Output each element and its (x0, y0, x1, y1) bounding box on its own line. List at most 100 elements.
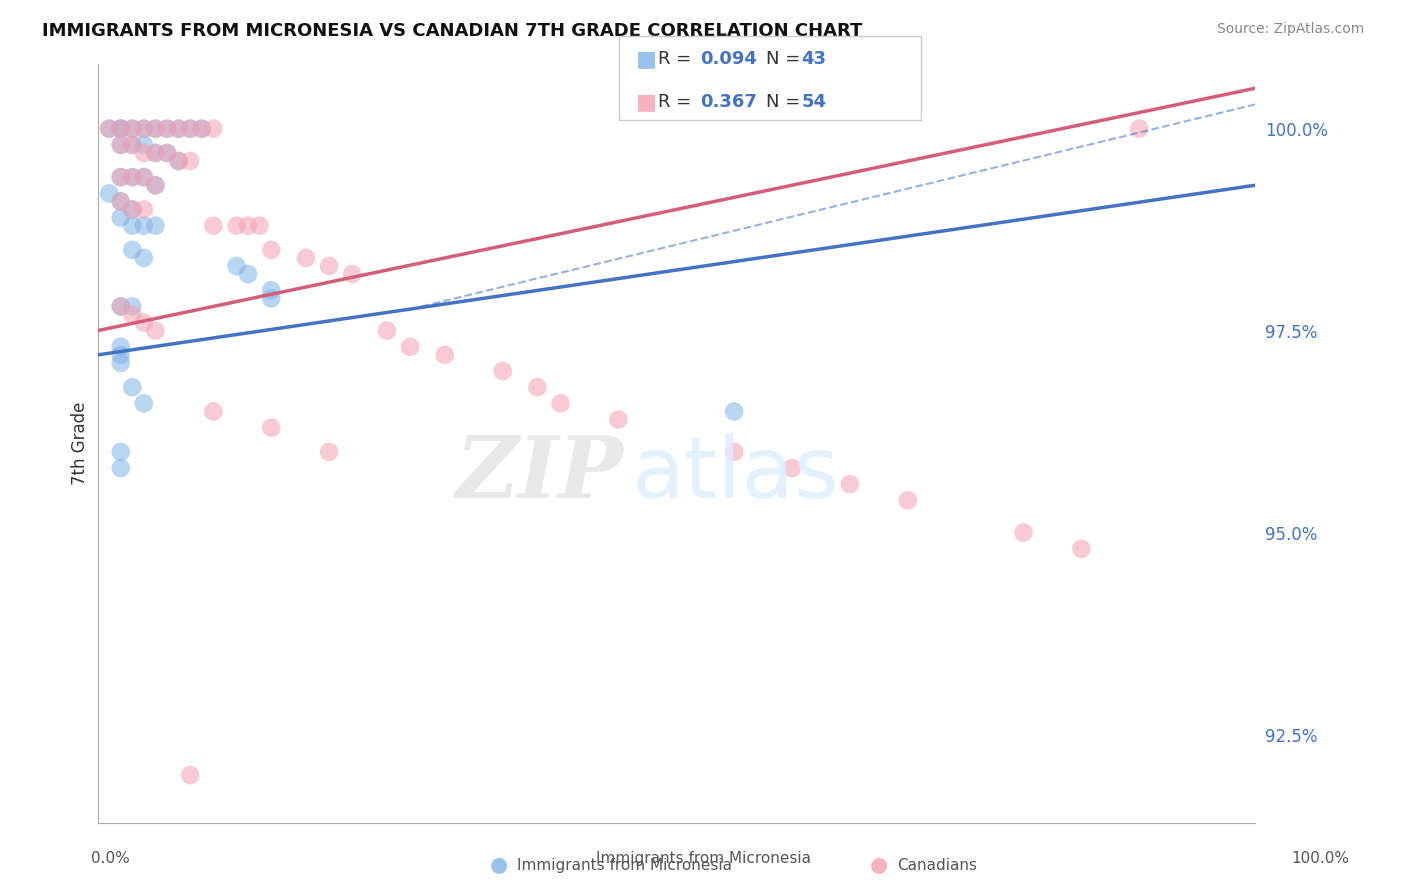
Point (1128, 121, 1150, 136)
Point (167, 154, 190, 169)
Point (723, 445, 745, 459)
Point (145, 178, 167, 193)
Point (780, 461, 803, 475)
Text: 0.0%: 0.0% (91, 852, 131, 866)
Point (1012, 525, 1035, 540)
Point (145, 324, 167, 338)
Point (342, 267, 364, 281)
Point (110, 170, 132, 185)
Point (110, 211, 132, 225)
Point (121, 202, 143, 217)
Point (110, 137, 132, 152)
Point (98, 121, 121, 136)
Point (318, 259, 340, 273)
Point (156, 145, 179, 160)
Text: Immigrants from Micronesia: Immigrants from Micronesia (517, 858, 733, 872)
Point (179, 154, 201, 169)
Point (132, 170, 155, 185)
Point (110, 348, 132, 362)
Text: ZIP: ZIP (457, 433, 624, 516)
Point (295, 251, 318, 265)
Point (167, 121, 190, 136)
Point (121, 121, 143, 136)
Text: 43: 43 (801, 51, 827, 69)
Point (110, 121, 132, 136)
Point (110, 356, 132, 370)
Point (236, 267, 259, 281)
Text: R =: R = (658, 51, 697, 69)
Point (110, 121, 132, 136)
Point (260, 243, 283, 257)
Point (179, 768, 201, 782)
Point (145, 145, 167, 160)
Text: N =: N = (766, 93, 806, 111)
Text: 0.094: 0.094 (700, 51, 756, 69)
Point (167, 121, 190, 136)
Point (897, 493, 920, 508)
Point (121, 121, 143, 136)
Point (526, 380, 548, 394)
Point (121, 137, 143, 152)
Point (132, 396, 155, 410)
Point (132, 202, 155, 217)
Point (260, 291, 283, 305)
Point (318, 445, 340, 459)
Point (132, 316, 155, 330)
Point (121, 243, 143, 257)
Point (260, 283, 283, 297)
Point (145, 121, 167, 136)
Point (607, 412, 630, 426)
Point (121, 380, 143, 394)
Point (110, 340, 132, 354)
Point (121, 170, 143, 185)
Point (190, 121, 212, 136)
Point (132, 137, 155, 152)
Text: IMMIGRANTS FROM MICRONESIA VS CANADIAN 7TH GRADE CORRELATION CHART: IMMIGRANTS FROM MICRONESIA VS CANADIAN 7… (42, 22, 862, 40)
Point (723, 404, 745, 418)
Text: Source: ZipAtlas.com: Source: ZipAtlas.com (1216, 22, 1364, 37)
Point (132, 121, 155, 136)
Point (121, 300, 143, 314)
Point (110, 445, 132, 459)
Point (145, 219, 167, 233)
Point (98, 186, 121, 201)
Point (145, 121, 167, 136)
Point (225, 259, 247, 273)
Text: ●: ● (491, 855, 508, 875)
Point (167, 154, 190, 169)
Point (145, 145, 167, 160)
Point (121, 202, 143, 217)
Text: ■: ■ (636, 49, 657, 70)
Point (98, 121, 121, 136)
Point (110, 121, 132, 136)
Point (179, 121, 201, 136)
Text: N =: N = (766, 51, 806, 69)
Point (202, 219, 225, 233)
Point (110, 170, 132, 185)
Point (110, 300, 132, 314)
Point (236, 219, 259, 233)
Point (260, 420, 283, 434)
Point (132, 121, 155, 136)
Point (110, 300, 132, 314)
Point (433, 348, 456, 362)
Text: 54: 54 (801, 93, 827, 111)
Point (202, 121, 225, 136)
Text: Immigrants from Micronesia: Immigrants from Micronesia (596, 852, 810, 866)
Text: Canadians: Canadians (897, 858, 977, 872)
Point (110, 461, 132, 475)
Text: R =: R = (658, 93, 697, 111)
Point (121, 170, 143, 185)
Point (132, 145, 155, 160)
Point (156, 121, 179, 136)
Point (179, 121, 201, 136)
Text: 0.367: 0.367 (700, 93, 756, 111)
Text: ■: ■ (636, 92, 657, 112)
Point (156, 145, 179, 160)
Text: ●: ● (870, 855, 887, 875)
Point (132, 170, 155, 185)
Point (110, 194, 132, 209)
Point (121, 137, 143, 152)
Point (145, 178, 167, 193)
Point (121, 308, 143, 322)
